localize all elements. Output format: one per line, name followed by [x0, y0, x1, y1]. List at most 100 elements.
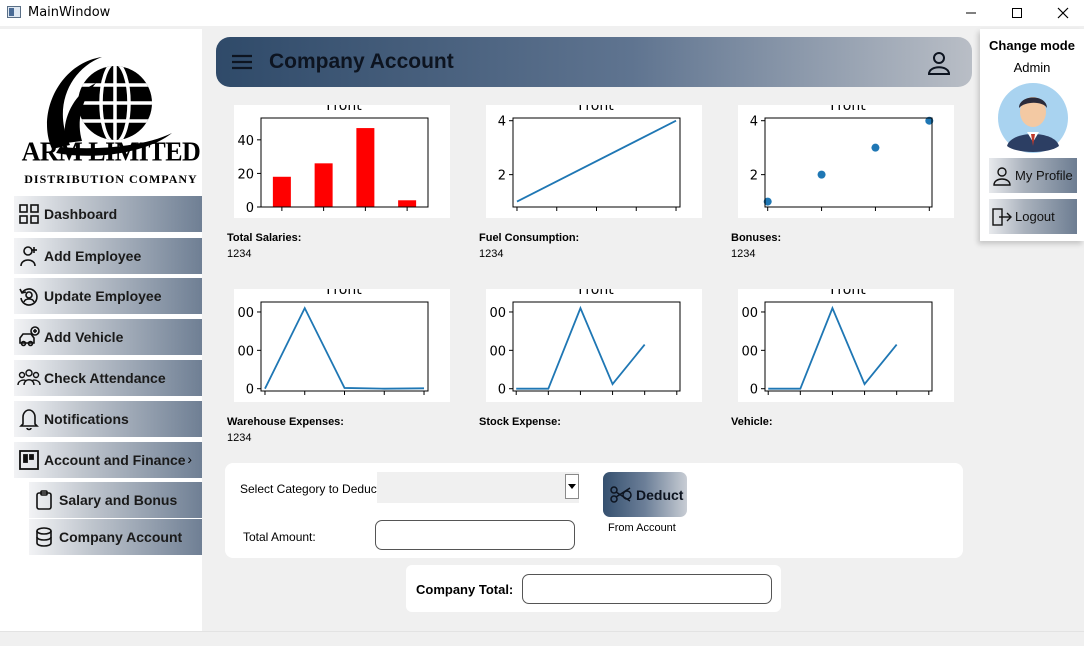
category-select[interactable]: [377, 472, 579, 503]
minimize-button[interactable]: [948, 0, 994, 26]
my-profile-button[interactable]: My Profile: [989, 158, 1077, 193]
close-icon: [1057, 7, 1069, 19]
sidebar-item-update-employee[interactable]: Update Employee: [14, 278, 202, 316]
page-title: Company Account: [269, 50, 454, 73]
user-icon[interactable]: [926, 50, 952, 76]
add-employee-icon: [16, 243, 42, 269]
sidebar: ARM LIMITED DISTRIBUTION COMPANY Dashboa…: [0, 29, 202, 631]
sidebar-item-label: Update Employee: [44, 288, 162, 304]
sidebar-item-notifications[interactable]: Notifications: [14, 401, 202, 439]
chart-vehicle: Front 0 00 00: [738, 289, 954, 402]
chart-point: [763, 197, 772, 206]
chart-bar: [314, 163, 333, 207]
add-vehicle-icon: [16, 324, 42, 350]
chart-fuel-consumption: Front 2 4: [486, 105, 702, 218]
chart-line: [264, 306, 425, 390]
sidebar-item-label: Check Attendance: [44, 370, 166, 386]
role-label: Admin: [1013, 60, 1051, 75]
clipboard-icon: [31, 487, 57, 513]
logout-icon: [991, 206, 1013, 228]
dropdown-arrow-icon[interactable]: [565, 474, 579, 499]
attendance-icon: [16, 365, 42, 391]
sidebar-item-salary-and-bonus[interactable]: Salary and Bonus: [29, 482, 202, 520]
stat-label-total-salaries: Total Salaries:: [227, 232, 302, 244]
stat-label-warehouse-expenses: Warehouse Expenses:: [227, 416, 344, 428]
app-icon: [7, 6, 21, 18]
sidebar-item-account-and-finance[interactable]: Account and Finance ›: [14, 442, 202, 480]
maximize-button[interactable]: [994, 0, 1040, 26]
stat-value-bonuses: 1234: [731, 248, 756, 260]
chart-frame: [512, 301, 681, 392]
chart-title: Front: [830, 289, 866, 298]
close-button[interactable]: [1040, 0, 1084, 26]
chart-title: Front: [326, 289, 362, 298]
chart-line: [516, 305, 646, 390]
chart-title: Front: [578, 105, 614, 114]
chart-point: [817, 170, 826, 179]
chart-ytick-label: 0: [246, 201, 254, 216]
sidebar-item-dashboard[interactable]: Dashboard: [14, 196, 202, 234]
profile-panel: Change mode Admin My Profile Logout: [980, 29, 1084, 241]
hamburger-menu-icon[interactable]: [232, 53, 252, 71]
logout-label: Logout: [1015, 209, 1055, 224]
chart-total-salaries: Front 0 20 40: [234, 105, 450, 218]
chart-title: Front: [830, 105, 866, 114]
chart-point: [925, 116, 934, 125]
chart-frame: [764, 301, 933, 392]
total-amount-input[interactable]: [375, 520, 575, 550]
chart-ytick-label: 00: [489, 344, 506, 359]
chart-ytick-label: 0: [246, 383, 254, 398]
title-bar: MainWindow: [0, 0, 1084, 26]
window-title: MainWindow: [28, 5, 111, 20]
stat-label-stock-expense: Stock Expense:: [479, 416, 561, 428]
chart-bar: [272, 176, 291, 207]
chart-title: Front: [578, 289, 614, 298]
bell-icon: [16, 406, 42, 432]
chart-ytick-label: 0: [498, 383, 506, 398]
stat-value-fuel-consumption: 1234: [479, 248, 504, 260]
status-bar: [0, 631, 1084, 646]
chart-ytick-label: 2: [498, 169, 506, 184]
sidebar-item-add-employee[interactable]: Add Employee: [14, 238, 202, 276]
chart-ytick-label: 00: [489, 306, 506, 321]
chart-frame: [764, 117, 933, 208]
chart-ytick-label: 2: [750, 169, 758, 184]
stat-label-vehicle: Vehicle:: [731, 416, 773, 428]
stat-label-fuel-consumption: Fuel Consumption:: [479, 232, 580, 244]
chart-ytick-label: 00: [237, 344, 254, 359]
logout-button[interactable]: Logout: [989, 199, 1077, 234]
chart-ytick-label: 4: [750, 115, 758, 130]
chart-ytick-label: 00: [741, 306, 758, 321]
chart-ytick-label: 40: [237, 134, 254, 149]
company-total-input[interactable]: [522, 574, 772, 604]
stat-label-bonuses: Bonuses:: [731, 232, 782, 244]
change-mode-label[interactable]: Change mode: [989, 38, 1075, 53]
sidebar-item-check-attendance[interactable]: Check Attendance: [14, 360, 202, 398]
chart-warehouse-expenses: Front 0 00 00: [234, 289, 450, 402]
sidebar-item-label: Add Vehicle: [44, 329, 124, 345]
deduct-button[interactable]: Deduct: [603, 472, 687, 517]
dashboard-icon: [16, 201, 42, 227]
my-profile-label: My Profile: [1015, 168, 1073, 183]
chart-point: [871, 143, 880, 152]
avatar: [998, 83, 1068, 153]
select-category-label: Select Category to Deduct:: [240, 482, 384, 496]
chart-line: [768, 305, 898, 390]
chart-line: [516, 119, 677, 203]
sidebar-item-label: Account and Finance: [44, 452, 186, 468]
stat-value-warehouse-expenses: 1234: [227, 432, 252, 444]
sidebar-item-company-account[interactable]: Company Account: [29, 519, 202, 557]
chart-ytick-label: 4: [498, 115, 506, 130]
brand-name: ARM LIMITED: [21, 136, 201, 167]
finance-icon: [16, 447, 42, 473]
stat-value-total-salaries: 1234: [227, 248, 252, 260]
sidebar-item-add-vehicle[interactable]: Add Vehicle: [14, 319, 202, 357]
chart-ytick-label: 00: [237, 306, 254, 321]
chart-ytick-label: 20: [237, 167, 254, 182]
sidebar-item-label: Dashboard: [44, 206, 118, 222]
from-account-label: From Account: [608, 522, 676, 534]
deduct-icon: [610, 485, 632, 503]
user-icon: [991, 165, 1013, 187]
chart-ytick-label: 0: [750, 383, 758, 398]
